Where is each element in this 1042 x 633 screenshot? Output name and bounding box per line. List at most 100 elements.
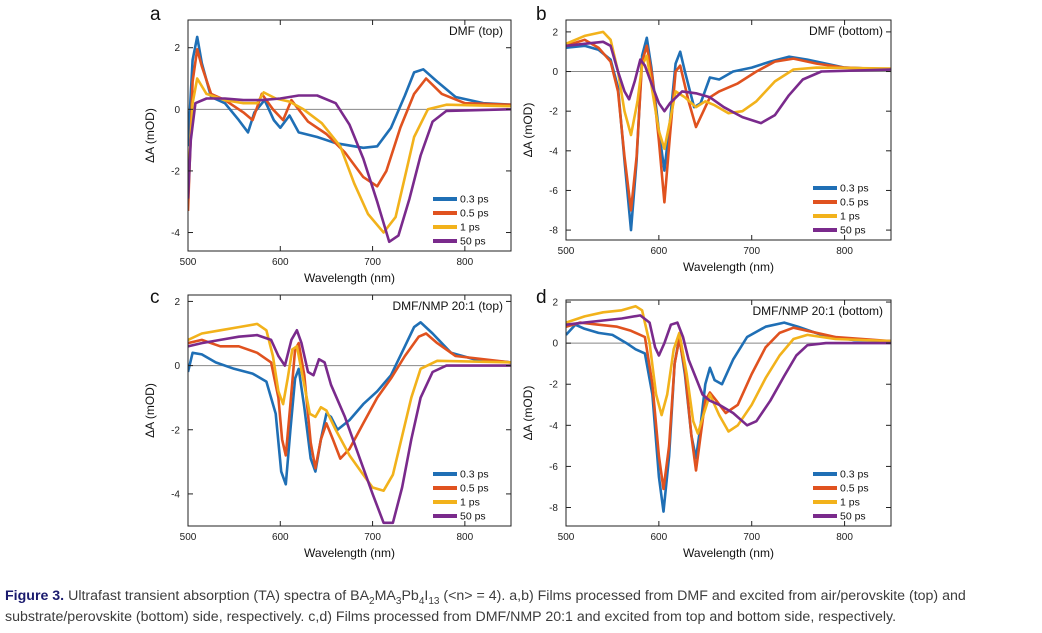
y-tick-label: -8: [549, 226, 558, 237]
y-axis-label: ΔA (mOD): [143, 108, 157, 163]
y-axis-label: ΔA (mOD): [521, 103, 535, 158]
series-line-50ps: [188, 329, 511, 525]
legend: 0.3 ps 0.5 ps 1 ps 50 ps: [813, 469, 869, 523]
condition-label: DMF (bottom): [809, 24, 883, 38]
caption-label: Figure 3.: [5, 588, 65, 604]
plot-frame: [187, 19, 512, 252]
x-tick-label: 700: [743, 532, 760, 543]
y-axis-label: ΔA (mOD): [521, 386, 535, 441]
series-line-1ps: [566, 30, 891, 151]
figure-caption: Figure 3. Ultrafast transient absorption…: [5, 586, 1039, 628]
caption-sub-ba: 2: [369, 595, 375, 607]
y-tick-label: 2: [552, 298, 558, 309]
condition-label: DMF (top): [449, 24, 503, 38]
legend-label: 0.3 ps: [840, 469, 869, 481]
y-tick-label: -4: [171, 228, 180, 239]
legend-label: 0.5 ps: [840, 483, 869, 495]
series-line-50ps: [566, 314, 891, 427]
series-line-50ps: [566, 40, 891, 125]
x-tick-label: 700: [364, 257, 381, 268]
series-line-1ps: [188, 77, 511, 234]
x-axis-label: Wavelength (nm): [683, 546, 774, 560]
series-line-1ps: [566, 304, 891, 435]
legend-label: 50 ps: [460, 511, 486, 523]
legend-label: 0.3 ps: [460, 469, 489, 481]
y-tick-label: 0: [552, 67, 558, 78]
condition-label: DMF/NMP 20:1 (bottom): [753, 304, 883, 318]
caption-text-lead: Ultrafast transient absorption (TA) spec…: [68, 588, 370, 604]
panel-c: 500 600 700 800 2 0 -2 -4 Wavelength (nm) ΔA (mOD…: [143, 287, 512, 560]
legend-label: 50 ps: [840, 225, 866, 237]
y-tick-label: -2: [549, 380, 558, 391]
panel-a: 500 600 700 800 2 0 -2 -4 Wavelength (nm) ΔA (mOD…: [143, 4, 512, 285]
legend-label: 50 ps: [460, 236, 486, 248]
legend-label: 1 ps: [460, 222, 480, 234]
caption-sub-pb: 4: [418, 595, 425, 607]
series-line-0.5ps: [188, 332, 511, 470]
y-tick-label: -6: [549, 462, 558, 473]
legend-label: 50 ps: [840, 511, 866, 523]
x-tick-label: 800: [457, 532, 474, 543]
x-axis-label: Wavelength (nm): [683, 260, 774, 274]
y-tick-label: 0: [174, 361, 180, 372]
legend: 0.3 ps 0.5 ps 1 ps 50 ps: [813, 183, 869, 237]
plot-frame: [565, 299, 892, 527]
y-tick-label: -2: [171, 425, 180, 436]
caption-text-tail: (<n> = 4). a,b) Films processed from DMF…: [5, 588, 966, 625]
series-line-50ps: [188, 94, 511, 244]
x-tick-label: 800: [836, 532, 853, 543]
series-line-0.3ps: [188, 35, 511, 150]
x-tick-label: 700: [743, 246, 760, 257]
plot-area: [188, 321, 511, 525]
y-tick-label: 2: [174, 43, 180, 54]
y-tick-label: 2: [552, 27, 558, 38]
legend-label: 0.5 ps: [460, 483, 489, 495]
x-tick-label: 600: [651, 532, 668, 543]
y-axis-label: ΔA (mOD): [143, 383, 157, 438]
x-axis-label: Wavelength (nm): [304, 271, 395, 285]
caption-sub-ma: 3: [395, 595, 402, 607]
caption-sub-i: 13: [428, 595, 440, 607]
x-tick-label: 800: [836, 246, 853, 257]
condition-label: DMF/NMP 20:1 (top): [393, 299, 503, 313]
series-line-1ps: [188, 322, 511, 492]
plot-area: [188, 35, 511, 244]
x-tick-label: 500: [558, 246, 575, 257]
plot-frame: [187, 294, 512, 527]
x-tick-label: 600: [272, 257, 289, 268]
y-tick-label: -2: [549, 107, 558, 118]
x-tick-label: 500: [558, 532, 575, 543]
caption-text-ma: MA: [374, 588, 396, 604]
x-tick-label: 600: [651, 246, 668, 257]
legend-label: 0.5 ps: [840, 197, 869, 209]
x-tick-label: 500: [180, 257, 197, 268]
panel-letter: c: [150, 287, 160, 308]
y-tick-label: -2: [171, 166, 180, 177]
legend-label: 0.5 ps: [460, 208, 489, 220]
caption-text-pb: Pb: [401, 588, 419, 604]
plot-area: [566, 304, 891, 513]
series-line-0.5ps: [188, 48, 511, 212]
panel-b: 500 600 700 800 2 0 -2 -4 -6 -8 Wavelength (nm) ΔA …: [521, 4, 892, 274]
legend-label: 1 ps: [460, 497, 480, 509]
y-tick-label: -8: [549, 503, 558, 514]
panel-letter: d: [536, 287, 547, 308]
y-tick-label: -4: [549, 146, 558, 157]
legend-label: 0.3 ps: [840, 183, 869, 195]
y-tick-label: 2: [174, 297, 180, 308]
panel-letter: b: [536, 4, 547, 25]
plot-area: [566, 30, 891, 232]
x-tick-label: 800: [457, 257, 474, 268]
plot-frame: [565, 19, 892, 241]
legend-label: 1 ps: [840, 211, 860, 223]
x-tick-label: 700: [364, 532, 381, 543]
panel-d: 500 600 700 800 2 0 -2 -4 -6 -8 Wavelength (nm) ΔA …: [521, 287, 892, 560]
series-line-0.3ps: [188, 321, 511, 486]
y-tick-label: -6: [549, 186, 558, 197]
y-tick-label: 0: [552, 339, 558, 350]
y-tick-label: 0: [174, 105, 180, 116]
x-tick-label: 600: [272, 532, 289, 543]
x-axis-label: Wavelength (nm): [304, 546, 395, 560]
y-tick-label: -4: [171, 489, 180, 500]
caption-text-i: I: [424, 588, 429, 604]
